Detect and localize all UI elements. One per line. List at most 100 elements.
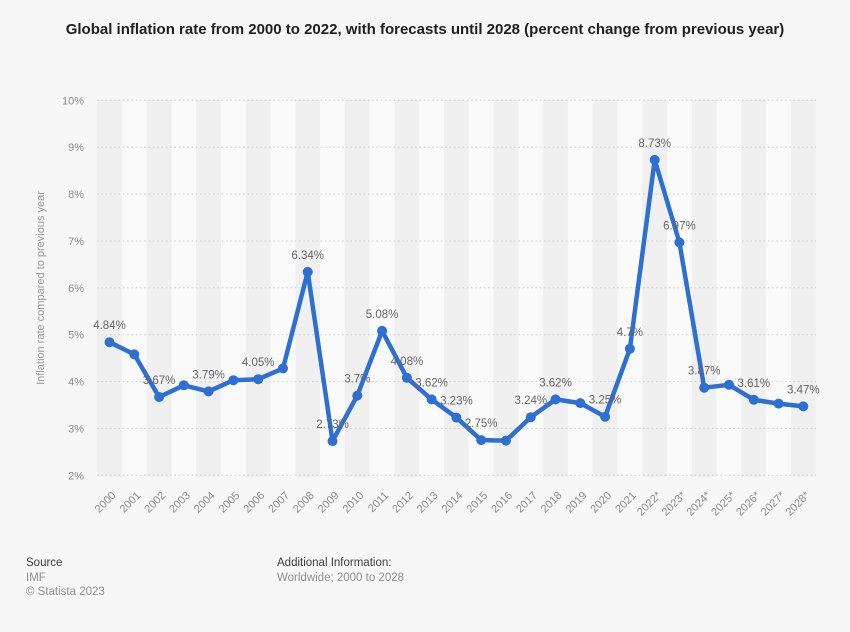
data-point[interactable] — [674, 237, 685, 248]
y-tick-label: 6% — [68, 283, 84, 295]
x-tick-label: 2012 — [390, 490, 416, 516]
x-tick-label: 2010 — [341, 490, 367, 516]
x-tick-label: 2025* — [709, 489, 738, 518]
y-tick-label: 4% — [68, 377, 84, 389]
plot-column-stripe — [146, 100, 172, 477]
data-point[interactable] — [203, 386, 214, 397]
data-point[interactable] — [773, 398, 784, 409]
y-tick-label: 3% — [68, 423, 84, 435]
plot-column-stripe — [791, 100, 816, 477]
data-point-label: 3.25% — [589, 395, 622, 407]
data-point-label: 6.34% — [291, 250, 324, 262]
y-tick-label: 9% — [68, 142, 84, 154]
additional-info-block: Additional Information: Worldwide; 2000 … — [277, 556, 404, 585]
data-point[interactable] — [476, 435, 487, 446]
x-tick-label: 2017 — [514, 490, 540, 516]
data-point-label: 3.61% — [737, 378, 770, 390]
x-tick-label: 2011 — [366, 490, 391, 515]
data-point[interactable] — [575, 398, 586, 409]
data-point[interactable] — [624, 343, 635, 354]
plot-column-stripe — [567, 100, 593, 477]
x-tick-label: 2005 — [217, 490, 243, 516]
x-tick-label: 2000 — [93, 490, 119, 516]
additional-info-value: Worldwide; 2000 to 2028 — [277, 571, 405, 584]
data-point[interactable] — [154, 392, 165, 402]
data-point-label: 3.7% — [344, 374, 370, 386]
data-point-label: 3.62% — [415, 377, 448, 389]
plot-column-stripe — [97, 100, 122, 477]
data-point-label: 5.08% — [366, 309, 399, 321]
plot-column-stripe — [419, 100, 445, 477]
x-tick-label: 2009 — [316, 490, 342, 516]
data-point[interactable] — [377, 325, 388, 336]
data-point[interactable] — [550, 394, 561, 405]
plot-column-stripe — [493, 100, 519, 477]
plot-column-stripe — [121, 100, 147, 477]
data-point[interactable] — [278, 363, 288, 374]
x-tick-label: 2002 — [142, 490, 168, 516]
y-tick-label: 2% — [68, 470, 84, 482]
data-point-label: 3.62% — [539, 377, 572, 389]
y-tick-label: 5% — [68, 330, 84, 342]
plot-column-stripe — [468, 100, 494, 477]
data-point[interactable] — [129, 349, 140, 360]
x-tick-label: 2021 — [613, 490, 639, 516]
source-block: Source IMF © Statista 2023 — [26, 556, 105, 600]
data-point[interactable] — [699, 382, 710, 393]
data-point[interactable] — [426, 394, 437, 405]
data-point-label: 4.08% — [391, 356, 424, 368]
plot-column-stripe — [270, 100, 296, 477]
x-tick-label: 2028* — [784, 489, 813, 518]
data-point-label: 4.7% — [617, 327, 643, 339]
data-point[interactable] — [649, 154, 660, 165]
x-tick-label: 2001 — [118, 490, 144, 516]
plot-column-stripe — [543, 100, 568, 477]
data-point[interactable] — [253, 374, 264, 385]
source-value: IMF — [26, 571, 46, 584]
plot-column-stripe — [171, 100, 197, 477]
y-tick-label: 10% — [62, 95, 84, 107]
data-point[interactable] — [798, 401, 809, 412]
data-point-label: 3.87% — [688, 366, 721, 378]
x-tick-label: 2014 — [440, 490, 466, 516]
data-point[interactable] — [401, 372, 412, 383]
data-point-label: 8.73% — [638, 138, 671, 150]
data-point[interactable] — [228, 375, 239, 386]
data-point[interactable] — [451, 412, 462, 423]
data-point[interactable] — [352, 390, 363, 401]
data-point[interactable] — [525, 412, 536, 423]
data-point-label: 3.47% — [787, 384, 820, 396]
data-point-label: 3.79% — [192, 369, 225, 381]
source-label: Source — [26, 557, 63, 569]
x-tick-label: 2004 — [192, 490, 218, 516]
x-tick-label: 2015 — [465, 490, 491, 516]
data-point[interactable] — [600, 411, 611, 422]
x-tick-label: 2006 — [242, 490, 268, 516]
data-point[interactable] — [501, 435, 511, 446]
y-tick-label: 8% — [68, 189, 84, 201]
data-point-label: 3.67% — [143, 375, 176, 387]
data-point-label: 6.97% — [663, 220, 696, 232]
y-axis-title: Inflation rate compared to previous year — [35, 191, 47, 385]
data-point[interactable] — [302, 266, 313, 277]
x-tick-label: 2008 — [291, 490, 317, 516]
plot-column-stripe — [245, 100, 271, 477]
copyright-label: © Statista 2023 — [26, 586, 105, 598]
plot-column-stripe — [295, 100, 321, 477]
plot-column-stripe — [691, 100, 717, 477]
data-point[interactable] — [748, 394, 759, 405]
data-point[interactable] — [327, 436, 338, 447]
x-tick-label: 2007 — [266, 490, 292, 516]
x-tick-label: 2023* — [660, 489, 689, 518]
x-tick-label: 2018 — [539, 490, 565, 516]
data-point[interactable] — [104, 337, 115, 348]
x-tick-label: 2022* — [635, 489, 664, 518]
plot-column-stripe — [716, 100, 742, 477]
data-point[interactable] — [724, 379, 734, 390]
plot-column-stripe — [394, 100, 420, 477]
data-point-label: 2.75% — [465, 418, 498, 430]
x-tick-label: 2013 — [415, 490, 441, 516]
data-point[interactable] — [178, 380, 189, 391]
